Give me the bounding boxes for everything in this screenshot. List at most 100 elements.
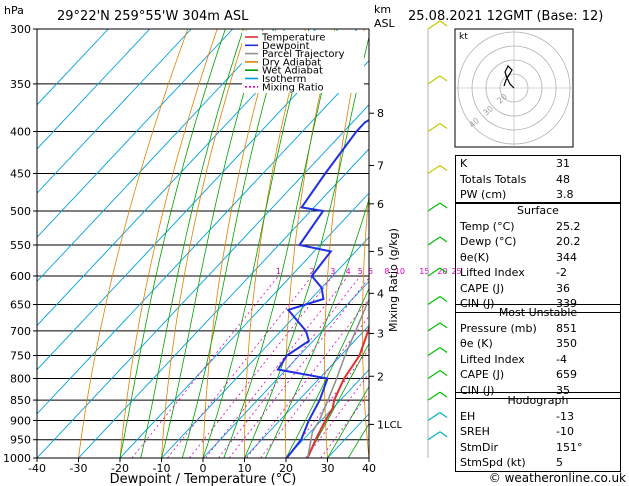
most-unstable-label: CAPE (J): [460, 368, 505, 381]
hpa-label: hPa: [4, 4, 24, 17]
wind-barbs: [427, 20, 448, 458]
most-unstable-value: 350: [556, 337, 577, 350]
surface-value: 25.2: [556, 219, 581, 233]
mixing-ratio-line: [218, 275, 361, 458]
surface-row: Lifted Index -2: [456, 265, 620, 281]
temperature-tick-label: -40: [28, 462, 46, 475]
hodograph-value: -10: [556, 425, 574, 438]
wind-barb-feather: [439, 322, 448, 329]
mixing-ratio-label: 10: [395, 267, 405, 276]
most-unstable-rows: Pressure (mb) 851 θe (K) 350 Lifted Index -4 C…: [456, 321, 620, 399]
wind-barb: [427, 20, 441, 30]
dry-adiabat-line: [161, 29, 247, 458]
isotherm-line: [37, 29, 358, 371]
mixing-ratio-line: [205, 275, 349, 458]
most-unstable-label: θe (K): [460, 337, 493, 350]
surface-value: 36: [556, 281, 570, 295]
hodograph-value: 5: [556, 456, 563, 469]
isotherm-line: [119, 192, 369, 458]
tt-row: Totals Totals 48: [456, 172, 620, 188]
surface-label: CIN (J): [460, 297, 495, 310]
legend-label: Parcel Trajectory: [262, 49, 345, 60]
isotherm-line: [202, 280, 369, 458]
hodograph-rows: EH -13 SREH -10 StmDir 151° StmSpd (kt) 5: [456, 409, 620, 471]
tt-label: Totals Totals: [460, 172, 527, 186]
mixing-ratio-line: [189, 275, 334, 458]
temperature-tick-label: 40: [362, 462, 376, 475]
isotherm-line: [244, 324, 369, 458]
surface-label: θe(K): [460, 250, 490, 264]
wind-barb-feather: [439, 347, 448, 353]
wind-barb: [427, 431, 441, 441]
wind-barb: [427, 75, 441, 85]
tt-value: 48: [556, 172, 570, 186]
legend-label: Temperature: [261, 33, 325, 44]
wind-barb: [427, 369, 441, 379]
isotherm-line: [37, 60, 369, 415]
pressure-axis: 300 350 400 450 500 550 600 650 700 750 800 850 900 9…: [3, 23, 37, 465]
profile-lines: [276, 118, 369, 458]
wind-barb: [427, 164, 441, 174]
pressure-tick-label: 1000: [3, 452, 31, 465]
pressure-tick-label: 500: [10, 205, 31, 218]
temperature-tick-label: -30: [70, 462, 88, 475]
most-unstable-label: CIN (J): [460, 383, 495, 397]
mixing-ratio-line: [167, 275, 313, 458]
mixing-ratio-line: [228, 277, 369, 458]
surface-value: 20.2: [556, 235, 581, 248]
most-unstable-row: CIN (J) 35: [456, 383, 620, 399]
most-unstable-row: Lifted Index -4: [456, 352, 620, 368]
wind-barb: [427, 411, 441, 421]
wind-barb-feather: [439, 267, 448, 274]
asl-label: ASL: [374, 17, 396, 30]
hodograph-unit: kt: [459, 32, 468, 42]
legend-label: Dewpoint: [262, 41, 310, 52]
mixing-ratio-label: 4: [346, 267, 351, 276]
altitude-tick-label: 4: [377, 287, 384, 300]
mixing-ratio-line: [246, 298, 369, 458]
isotherm-line: [37, 29, 234, 238]
legend-box: [242, 31, 364, 93]
surface-rows: Temp (°C) 25.2 Dewp (°C) 20.2 θe(K) 344 Lifted…: [456, 219, 620, 312]
wind-barb: [427, 391, 441, 401]
pressure-tick-label: 400: [10, 126, 31, 139]
isotherm-line: [78, 148, 369, 458]
pressure-tick-label: 600: [10, 270, 31, 283]
most-unstable-value: 659: [556, 368, 577, 381]
most-unstable-value: 851: [556, 321, 577, 335]
surface-label: CAPE (J): [460, 281, 505, 295]
hodograph-row: SREH -10: [456, 424, 620, 440]
location-title: 29°22'N 259°55'W 304m ASL: [57, 9, 249, 24]
isotherm-line: [37, 29, 151, 150]
right-axis-label: Mixing Ratio (g/kg): [387, 228, 400, 332]
dewpoint-line: [276, 118, 369, 458]
altitude-tick-label: 1: [377, 418, 384, 431]
mixing-ratio-label: 25: [451, 267, 461, 276]
pressure-tick-label: 950: [10, 434, 31, 447]
wind-barb-feather: [439, 123, 448, 129]
hodograph-label: StmDir: [460, 440, 499, 454]
temperature-axis: -40 -30 -20 -10 0 10 20 30 40: [28, 458, 376, 475]
wind-barb: [427, 296, 441, 306]
hodograph-label: EH: [460, 409, 476, 423]
altitude-tick-label: 5: [377, 245, 384, 258]
k-value: 31: [556, 157, 570, 170]
surface-row: θe(K) 344: [456, 250, 620, 266]
mixing-ratio-label: 15: [419, 267, 429, 276]
surface-title: Surface: [517, 204, 559, 217]
pressure-tick-label: 900: [10, 414, 31, 427]
surface-label: Temp (°C): [460, 219, 515, 233]
pressure-tick-label: 850: [10, 394, 31, 407]
wind-barb: [427, 267, 441, 277]
hodograph-row: StmSpd (kt) 5: [456, 455, 620, 471]
wind-barb: [427, 346, 441, 356]
mixing-ratio-label: 1: [276, 267, 281, 276]
temperature-line: [306, 324, 369, 458]
wind-barb: [427, 236, 441, 246]
temperature-tick-label: 30: [321, 462, 335, 475]
lcl-label: LCL: [384, 420, 403, 431]
hodograph-value: -13: [556, 409, 574, 423]
k-label: K: [460, 157, 468, 170]
isotherm-line: [37, 29, 317, 327]
